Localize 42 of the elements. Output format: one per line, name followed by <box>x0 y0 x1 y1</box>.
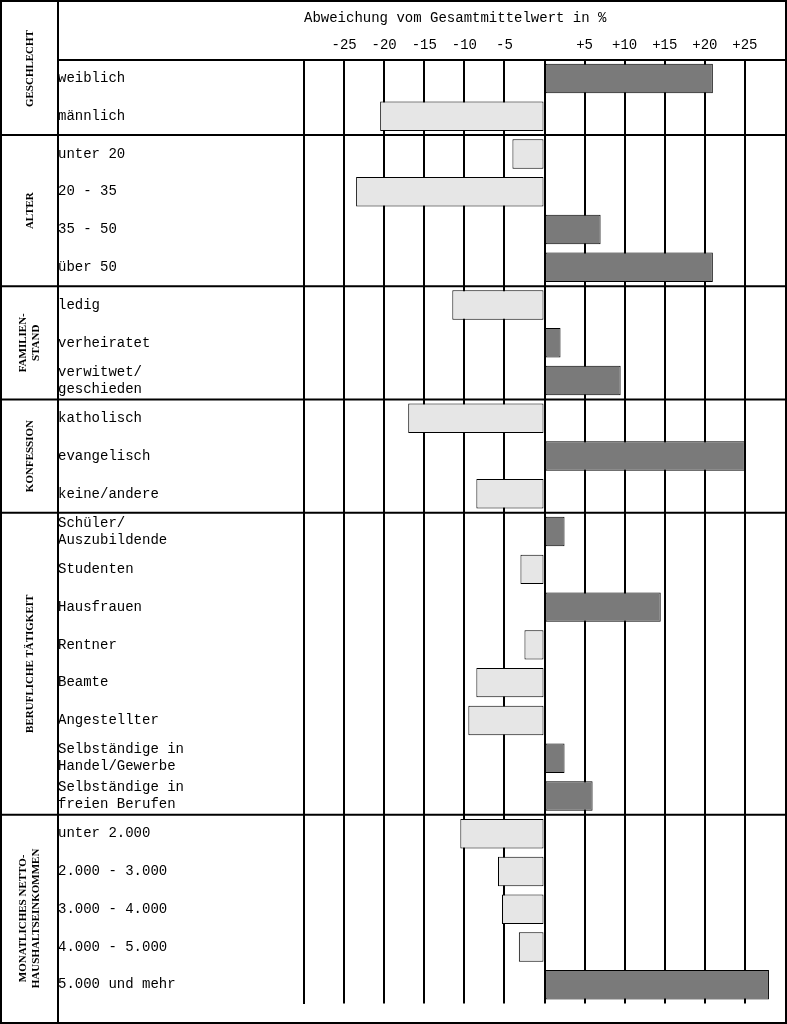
y-tick-label: katholisch <box>58 410 143 427</box>
x2-tick-label: -5 <box>496 36 513 53</box>
y-tick-label: Rentner <box>58 636 117 653</box>
y-tick-label: unter 2.000 <box>58 825 151 842</box>
text: FAMILIEN- STAND <box>16 312 42 373</box>
y-tick-label: Selbständige in Handel/Gewerbe <box>58 741 185 775</box>
text: BERUFLICHE TÄTIGKEIT <box>22 593 35 733</box>
y-tick-label: keine/andere <box>58 485 159 502</box>
y-tick-label: verheiratet <box>58 334 151 351</box>
y-tick-label: über 50 <box>58 258 117 275</box>
y-tick-label: Hausfrauen <box>58 598 143 615</box>
text: MONATLICHES NETTO- HAUSHALTSEINKOMMEN <box>16 848 42 989</box>
y-tick-label: 3.000 - 4.000 <box>58 900 168 917</box>
y-tick-label: Angestellter <box>58 712 159 729</box>
y-tick-label: Selbständige in freien Berufen <box>58 779 185 813</box>
y-tick-label: Schüler/ Auszubildende <box>58 514 168 548</box>
x2-tick-label: +10 <box>612 36 638 53</box>
x2-tick-label: +20 <box>692 36 718 53</box>
x2-tick-label: -20 <box>371 36 397 53</box>
y-tick-label: Beamte <box>58 674 109 691</box>
y-tick-label: 20 - 35 <box>58 183 117 200</box>
x2-tick-label: -25 <box>331 36 357 53</box>
y-tick-label: 2.000 - 3.000 <box>58 863 168 880</box>
y-tick-label: 5.000 und mehr <box>58 976 176 993</box>
text: KONFESSION <box>22 419 35 493</box>
y-tick-label: männlich <box>58 107 126 124</box>
x2-tick-label: +25 <box>732 36 758 53</box>
y-tick-label: verwitwet/ geschieden <box>58 363 143 397</box>
x2-axis-title: Abweichung vom Gesamtmittelwert in % <box>304 10 608 27</box>
y-tick-label: ledig <box>58 296 101 313</box>
y-tick-label: unter 20 <box>58 145 126 162</box>
x2-tick-label: -10 <box>451 36 477 53</box>
text: ALTER <box>22 191 35 230</box>
text: GESCHLECHT <box>22 29 35 108</box>
y-tick-label: weiblich <box>58 70 126 87</box>
y-tick-label: 4.000 - 5.000 <box>58 938 168 955</box>
x2-tick-label: +15 <box>652 36 678 53</box>
x2-tick-label: -15 <box>411 36 437 53</box>
y-tick-label: evangelisch <box>58 447 151 464</box>
y-tick-label: Studenten <box>58 561 134 578</box>
y-tick-label: 35 - 50 <box>58 221 117 238</box>
x2-tick-label: +5 <box>576 36 593 53</box>
